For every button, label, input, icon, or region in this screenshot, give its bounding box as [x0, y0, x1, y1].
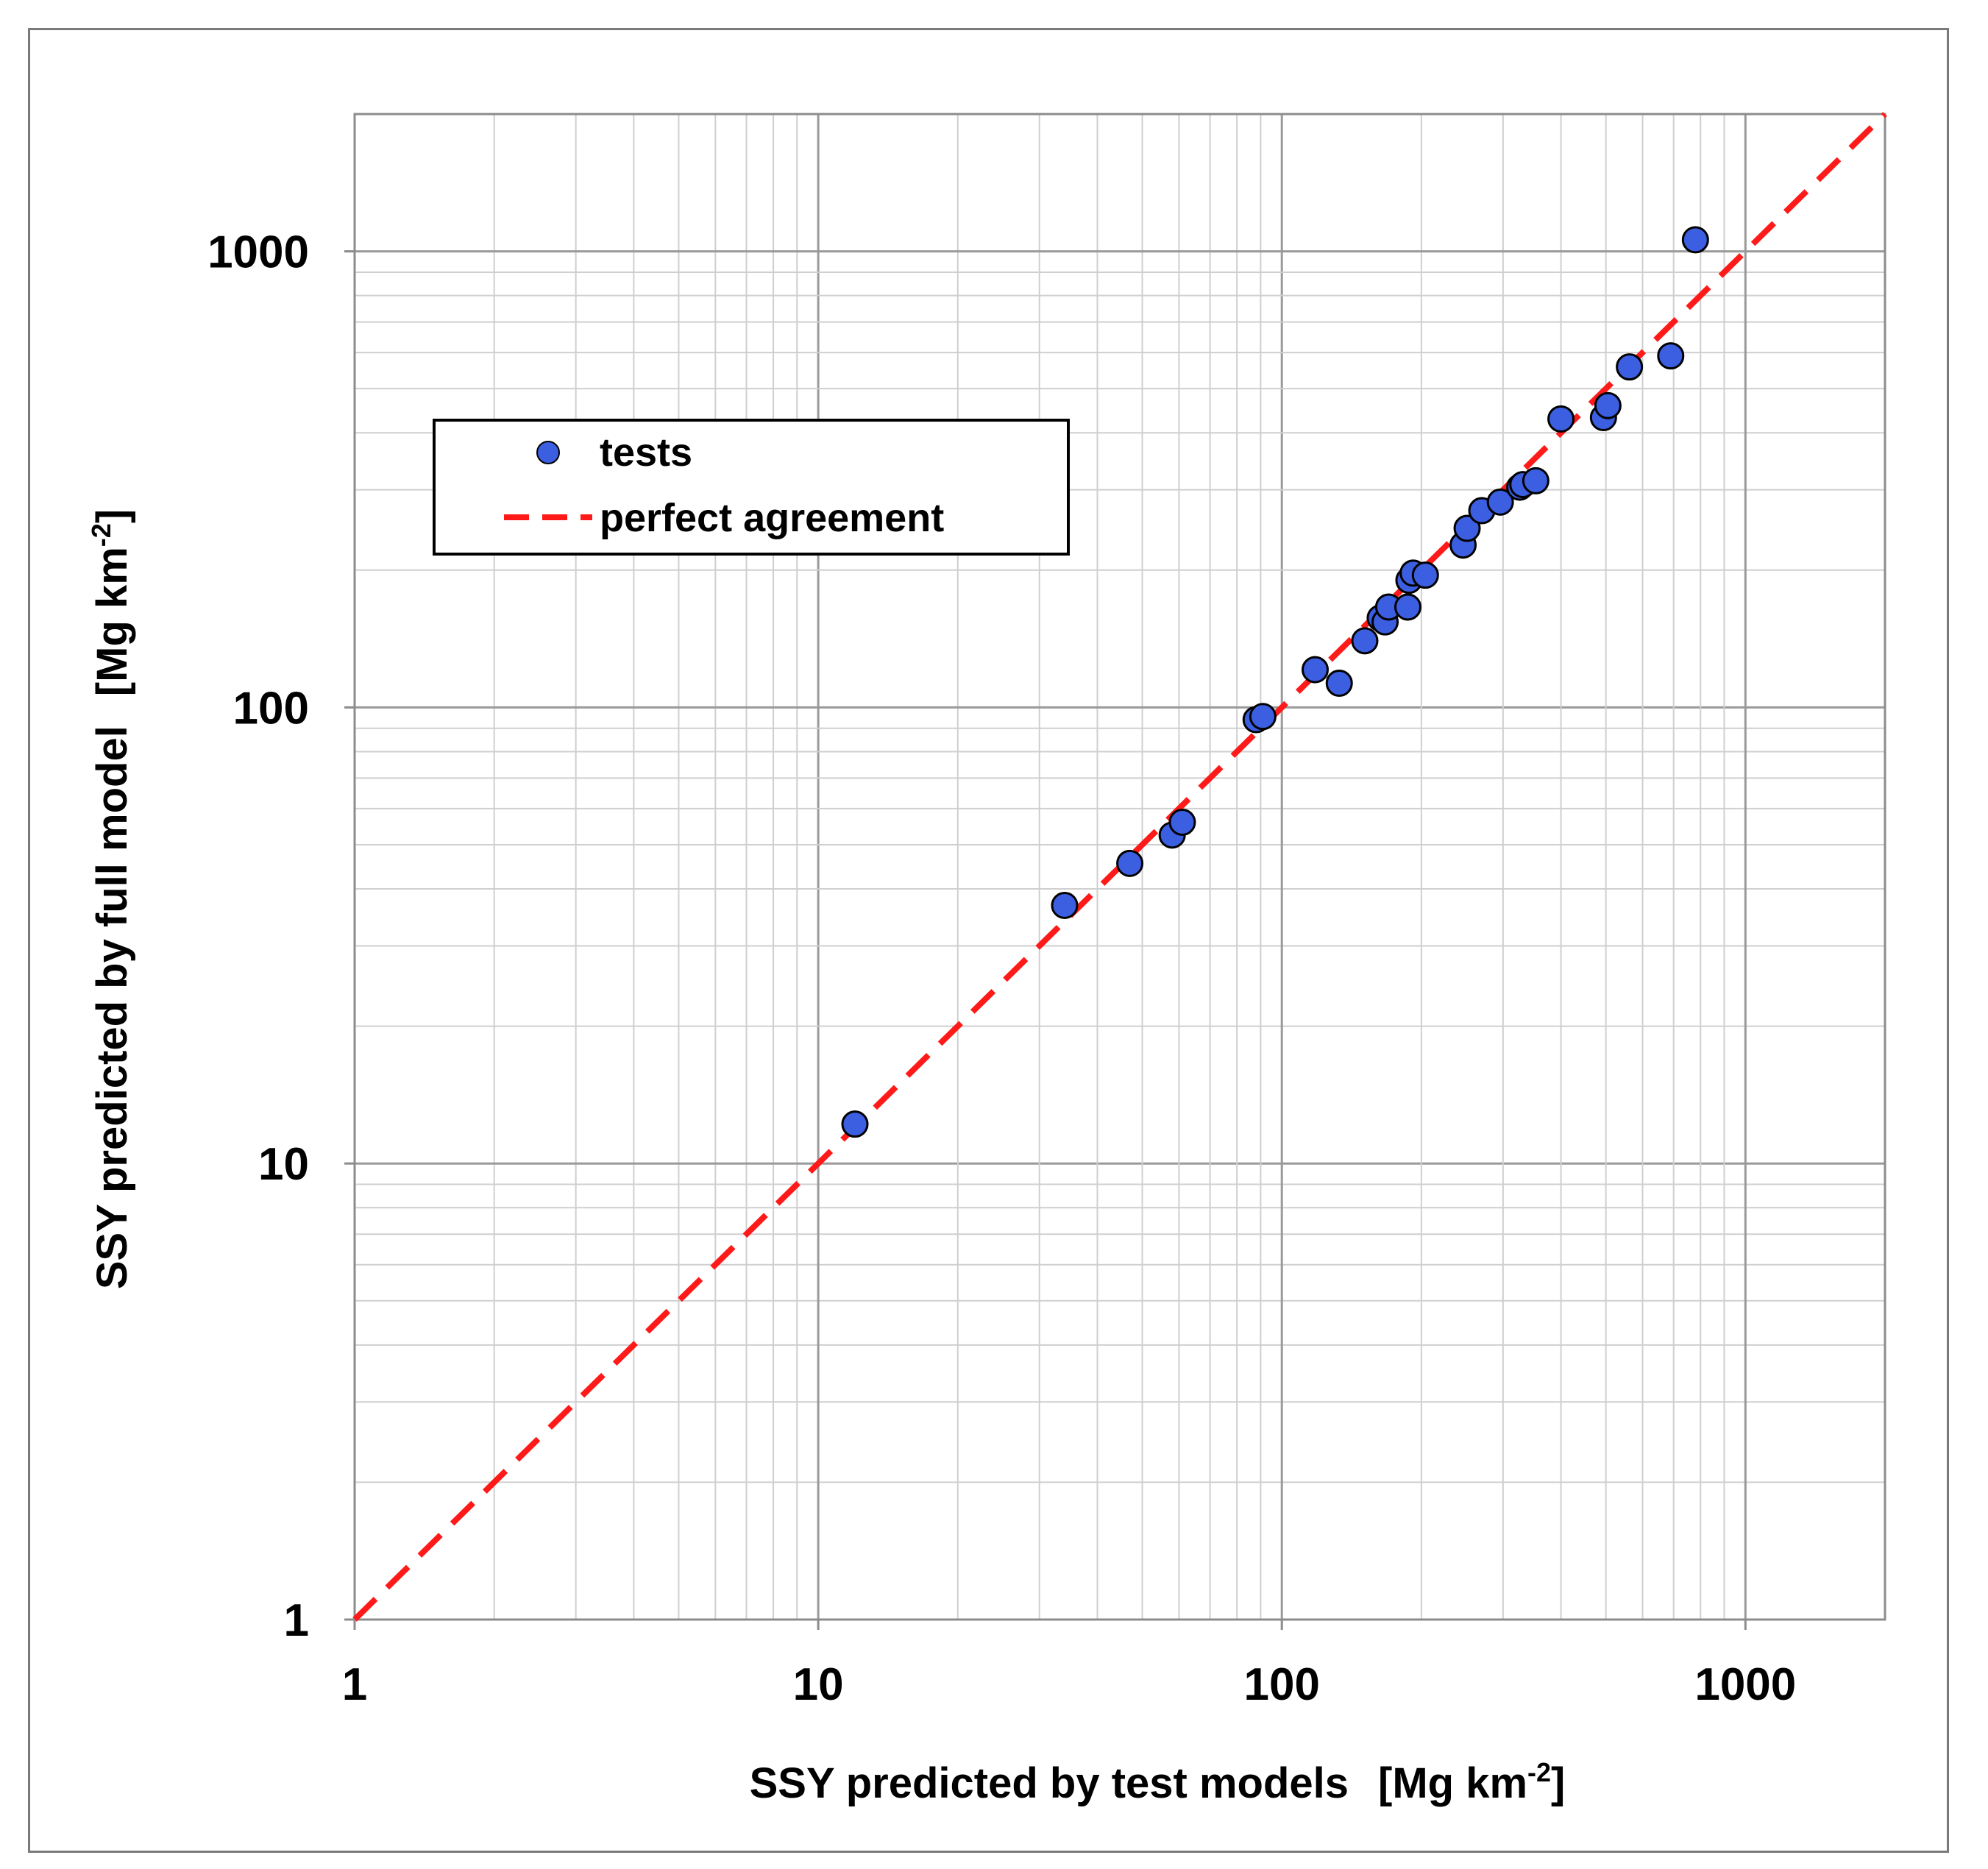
data-point	[1657, 342, 1685, 370]
legend-marker-tests	[536, 441, 560, 464]
x-tick-label: 100	[1243, 1659, 1319, 1710]
y-tick-label: 1	[284, 1595, 309, 1646]
y-axis-unit-sup: -2	[86, 523, 116, 547]
data-point	[1051, 891, 1079, 919]
data-point	[1411, 561, 1439, 589]
point-layer	[841, 226, 1709, 1138]
data-point	[1351, 627, 1379, 655]
data-point	[1616, 353, 1644, 381]
y-tick-label: 1000	[207, 227, 309, 278]
data-point	[841, 1110, 869, 1138]
legend: tests perfect agreement	[433, 419, 1070, 556]
x-tick-label: 10	[793, 1659, 844, 1710]
data-point	[1249, 703, 1277, 731]
data-point	[1453, 514, 1481, 542]
data-point	[1325, 669, 1353, 697]
x-axis-unit-end: ]	[1551, 1759, 1565, 1807]
y-axis-title: SSY predicted by full model [Mg km-2]	[86, 509, 136, 1289]
data-point	[1547, 405, 1575, 433]
x-axis-title: SSY predicted by test models [Mg km-2]	[750, 1757, 1566, 1807]
y-tick-label: 10	[258, 1139, 309, 1190]
legend-box	[433, 419, 1070, 556]
data-point	[1302, 656, 1330, 684]
x-axis-unit-sup: -2	[1527, 1757, 1551, 1787]
data-point	[1522, 467, 1549, 494]
legend-label-tests: tests	[600, 430, 692, 475]
x-axis-label: SSY predicted by test models	[750, 1759, 1349, 1807]
x-axis-unit: [Mg km	[1378, 1759, 1527, 1807]
x-tick-label: 1000	[1694, 1659, 1796, 1710]
data-point	[1116, 849, 1144, 877]
x-tick-label: 1	[342, 1659, 367, 1710]
y-axis-unit-end: ]	[88, 509, 136, 523]
y-axis-unit: [Mg km	[88, 547, 136, 696]
y-tick-label: 100	[233, 683, 309, 734]
data-point	[1168, 808, 1196, 836]
data-point	[1681, 226, 1709, 254]
data-point	[1486, 488, 1514, 516]
data-point	[1594, 391, 1622, 419]
data-point	[1394, 593, 1422, 621]
legend-label-perfect-agreement: perfect agreement	[600, 496, 944, 540]
plot-area-border	[353, 113, 1886, 1621]
y-axis-label: SSY predicted by full model	[88, 726, 136, 1289]
chart-frame	[28, 28, 1949, 1853]
tick-labels: 1 10 100 1000 1 10 100 1000	[207, 227, 1796, 1710]
